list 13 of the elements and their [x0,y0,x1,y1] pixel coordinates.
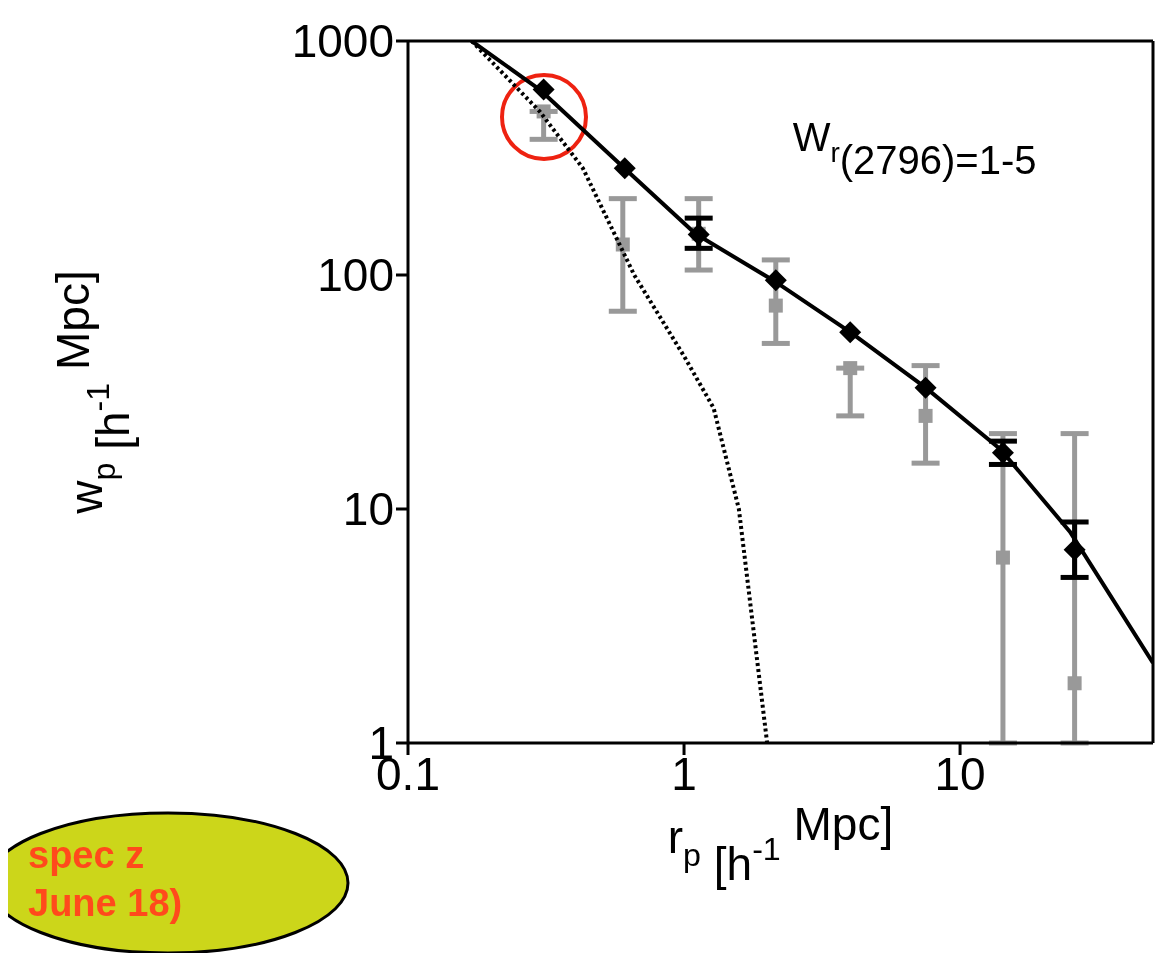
y-tick-label: 10 [342,483,394,536]
point [918,408,933,423]
point [843,361,858,376]
y-tick-label: 1000 [291,15,394,68]
point [768,298,783,313]
x-tick-label: 10 [934,747,986,800]
text: spec z [28,834,145,876]
x-axis-title: r$_{p}$ [h$^{-1}$ Mpc] [667,797,894,890]
point [995,550,1010,565]
y-tick-label: 100 [317,249,394,302]
annotation: W$_{r}$(2796)=1-5 [792,115,1037,183]
text: June 18) [28,882,183,924]
x-tick-label: 1 [671,747,697,800]
